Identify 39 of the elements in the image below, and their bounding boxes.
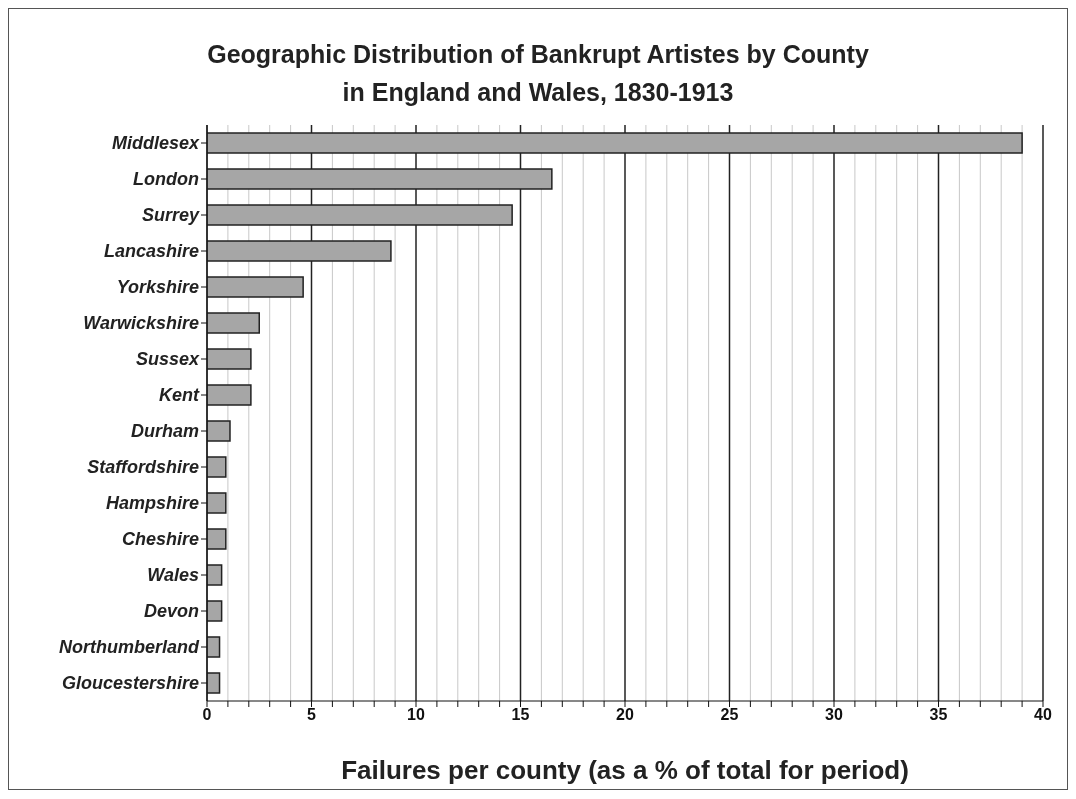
- bar: [207, 528, 227, 550]
- bar: [207, 420, 231, 442]
- y-tick-label: Yorkshire: [116, 277, 199, 298]
- y-tick-label: Durham: [130, 421, 199, 442]
- bar: [207, 600, 223, 622]
- y-tick-label: Gloucestershire: [61, 673, 199, 694]
- bar: [207, 384, 252, 406]
- bar: [207, 672, 221, 694]
- x-tick-label: 5: [307, 706, 317, 724]
- bar: [207, 312, 260, 334]
- bar: [207, 492, 227, 514]
- x-tick-label: 0: [202, 706, 212, 724]
- y-tick-label: Middlesex: [111, 133, 200, 154]
- x-tick-label: 30: [825, 706, 843, 724]
- x-tick-label: 35: [929, 706, 948, 724]
- x-tick-label: 15: [511, 706, 530, 724]
- y-tick-label: Sussex: [135, 349, 200, 370]
- y-tick-label: Devon: [143, 601, 199, 622]
- bar: [207, 276, 304, 298]
- y-tick-label: London: [133, 169, 199, 190]
- bar: [207, 564, 223, 586]
- bar: [207, 636, 221, 658]
- x-tick-label: 40: [1034, 706, 1052, 724]
- y-tick-label: Northumberland: [58, 637, 200, 658]
- x-axis-title: Failures per county (as a % of total for period): [341, 755, 909, 785]
- x-tick-label: 20: [616, 706, 634, 724]
- bar: [207, 456, 227, 478]
- y-tick-label: Surrey: [141, 205, 200, 226]
- y-tick-label: Kent: [159, 385, 200, 406]
- chart-title: Geographic Distribution of Bankrupt Artistes by County in England and Wales, 1830-1913: [206, 39, 870, 108]
- y-tick-label: Hampshire: [105, 493, 199, 514]
- y-tick-label: Wales: [147, 565, 199, 586]
- y-tick-label: Cheshire: [121, 529, 199, 550]
- x-tick-label: 10: [407, 706, 425, 724]
- y-tick-label: Lancashire: [103, 241, 199, 262]
- bar: [207, 348, 252, 370]
- y-tick-label: Staffordshire: [87, 457, 199, 478]
- y-tick-label: Warwickshire: [83, 313, 199, 334]
- x-tick-label: 25: [720, 706, 739, 724]
